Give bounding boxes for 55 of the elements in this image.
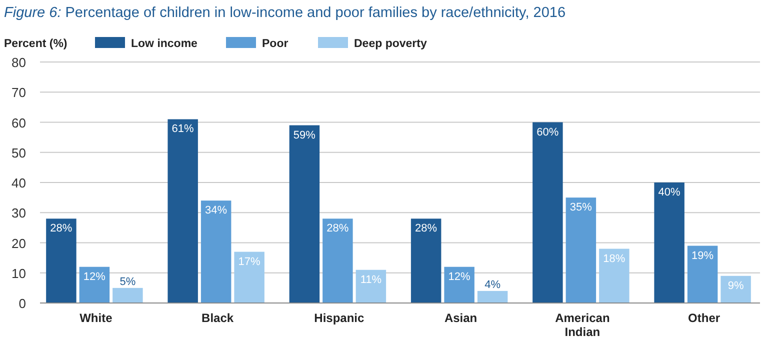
y-tick-label: 30 [12,206,26,221]
bar [46,218,76,303]
y-tick-label: 60 [12,115,26,130]
legend-label: Low income [131,38,198,50]
data-label: 34% [205,204,228,217]
bar [200,200,232,303]
bar [168,119,198,303]
chart-title: Figure 6: Percentage of children in low-income and poor families by race/ethnicity, 2016 [4,5,566,21]
data-label: 28% [415,222,438,235]
y-tick-label: 70 [12,85,26,100]
data-label: 4% [484,278,501,291]
y-tick-label: 50 [12,145,26,160]
data-label: 28% [326,222,349,235]
y-tick-label: 40 [12,176,26,190]
legend-label: Deep poverty [354,38,428,50]
data-label: 12% [448,270,471,283]
data-label: 11% [360,274,382,286]
bar [566,198,596,303]
data-label: 61% [172,123,194,136]
bar [410,218,442,303]
bar [322,218,353,303]
x-tick-label: White [80,311,113,325]
bar [477,290,508,303]
data-label: 12% [83,270,106,283]
y-tick-label: 10 [12,266,26,281]
x-tick-label: Black [202,311,234,325]
x-tick-label: American Indian [555,311,610,339]
data-label: 40% [658,186,681,198]
data-label: 35% [570,202,592,214]
x-tick-label: Hispanic [314,311,365,325]
bar [720,276,751,303]
legend-label: Poor [262,38,289,50]
data-label: 28% [50,222,72,235]
data-label: 59% [293,129,316,142]
bar [444,266,474,303]
x-tick-label: Asian [444,311,478,325]
data-label: 60% [536,126,559,138]
data-label: 18% [603,252,626,265]
bar [654,182,684,303]
bar [79,266,110,303]
bar [687,246,718,303]
bar [289,125,320,303]
data-label: 9% [728,280,744,292]
data-label: 19% [692,250,714,262]
y-tick-label: 80 [12,55,26,70]
y-tick-label: 0 [18,296,26,311]
y-axis-title: Percent (%) [4,38,68,50]
bar [112,288,143,303]
bar [532,122,563,303]
data-label: 17% [238,256,261,268]
bar [599,248,630,303]
y-tick-label: 20 [12,236,26,251]
x-tick-label: Other [688,311,720,325]
bar [234,252,264,303]
data-label: 5% [120,276,136,288]
